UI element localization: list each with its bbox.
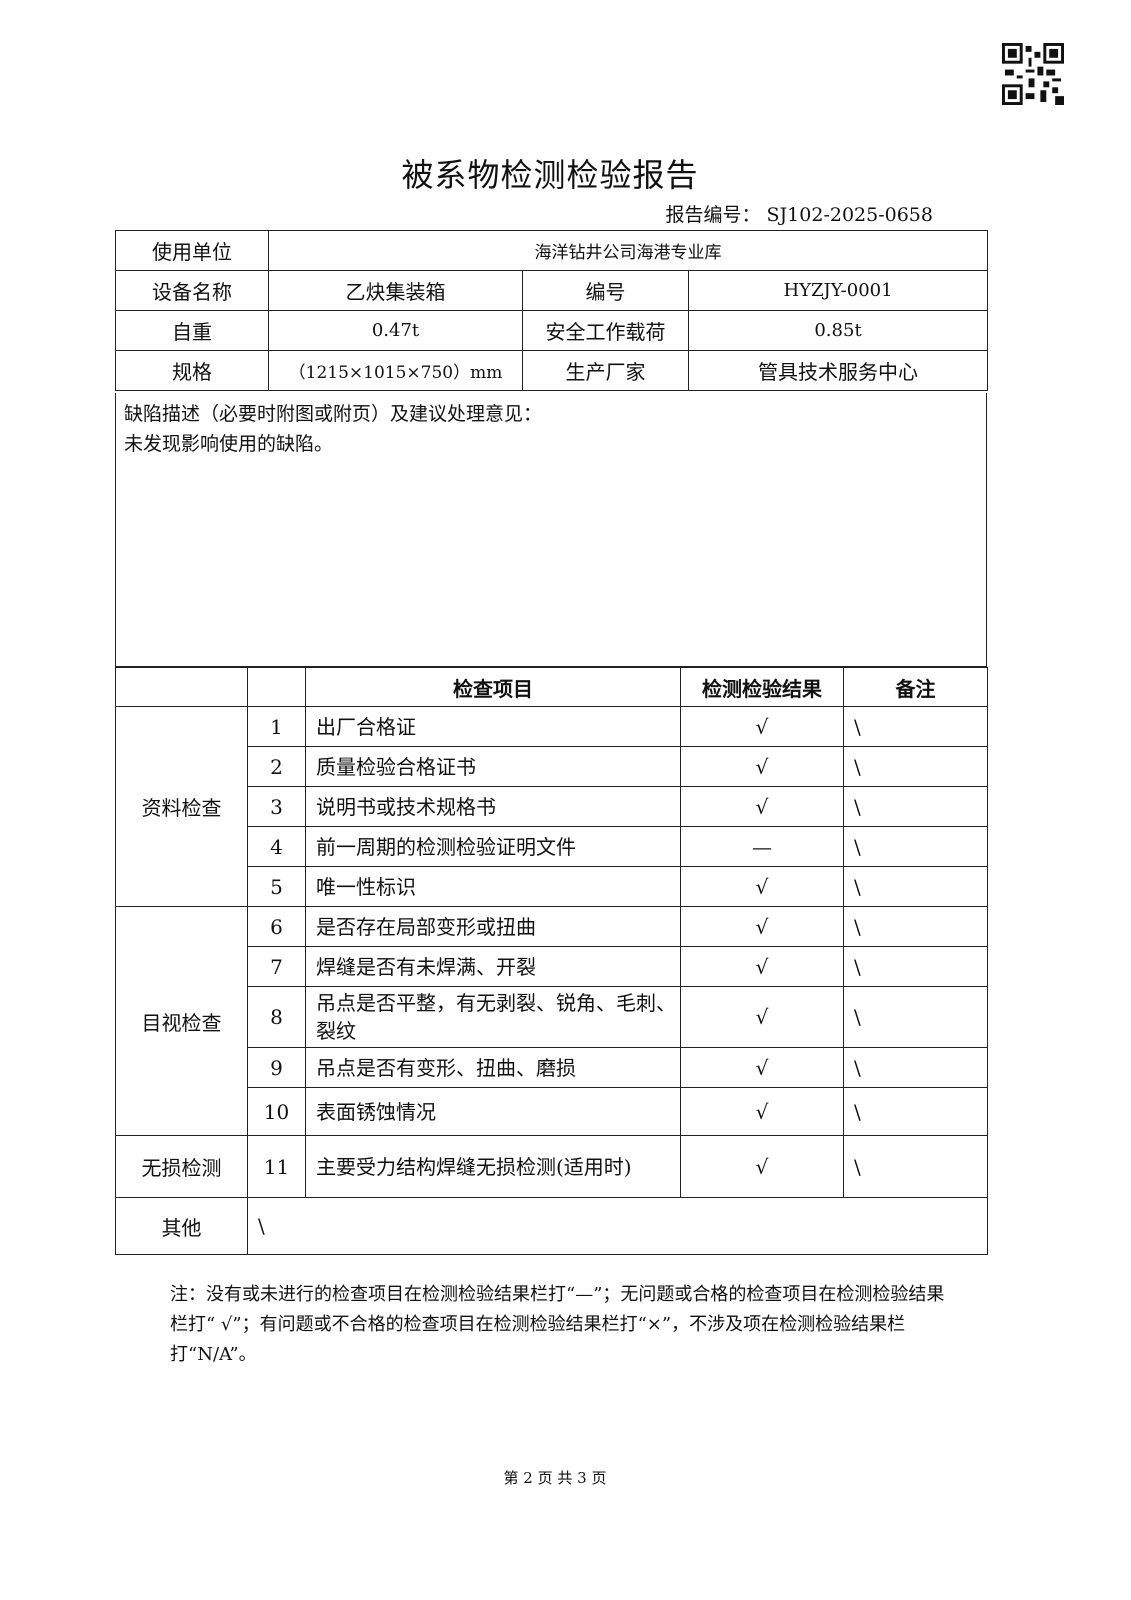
result-mark: √: [680, 1047, 844, 1088]
result-mark: √: [680, 866, 844, 907]
manufacturer-label: 生产厂家: [522, 350, 689, 391]
item-name: 前一周期的检测检验证明文件: [305, 826, 681, 867]
table-row: 5 唯一性标识 √ \: [116, 866, 988, 907]
remark: \: [843, 746, 988, 787]
remark: \: [843, 1135, 988, 1198]
equipment-name-label: 设备名称: [115, 270, 269, 311]
inspection-table: 检查项目 检测检验结果 备注 资料检查 1 出厂合格证 √ \ 2 质量检验合格证书 √ \ 3 说…: [115, 667, 988, 1255]
user-unit-value: 海洋钻井公司海港专业库: [267, 230, 989, 271]
item-name: 质量检验合格证书: [305, 746, 681, 787]
remark: \: [843, 1047, 988, 1088]
group-name: 资料检查: [115, 706, 248, 907]
item-number: 5: [247, 866, 306, 907]
item-number: 9: [247, 1047, 306, 1088]
item-number: 10: [247, 1087, 306, 1136]
swl-label: 安全工作载荷: [522, 310, 689, 351]
table-row: 2 质量检验合格证书 √ \: [116, 746, 988, 787]
table-row: 8 吊点是否平整，有无剥裂、锐角、毛刺、裂纹 √ \: [116, 986, 988, 1048]
swl-value: 0.85t: [687, 310, 989, 351]
item-number: 4: [247, 826, 306, 867]
table-row: 3 说明书或技术规格书 √ \: [116, 786, 988, 827]
group-name: 无损检测: [115, 1135, 248, 1198]
spec-label: 规格: [115, 350, 269, 391]
remark: \: [843, 906, 988, 947]
item-name: 主要受力结构焊缝无损检测(适用时): [305, 1135, 681, 1198]
item-header: 检查项目: [305, 667, 681, 707]
result-mark: √: [680, 786, 844, 827]
page-title: 被系物检测检验报告: [401, 156, 699, 194]
result-mark: √: [680, 706, 844, 747]
item-name: 唯一性标识: [305, 866, 681, 907]
result-mark: √: [680, 946, 844, 987]
item-number: 8: [247, 986, 306, 1048]
group-header-empty: [115, 667, 248, 707]
table-row: 4 前一周期的检测检验证明文件 — \: [116, 826, 988, 867]
defect-label: 缺陷描述（必要时附图或附页）及建议处理意见：: [124, 403, 543, 425]
note: 注：没有或未进行的检查项目在检测检验结果栏打“—”；无问题或合格的检查项目在检测…: [170, 1284, 945, 1365]
result-mark: √: [680, 1135, 844, 1198]
self-weight-label: 自重: [115, 310, 269, 351]
user-unit-label: 使用单位: [115, 230, 269, 271]
item-number: 2: [247, 746, 306, 787]
item-number: 6: [247, 906, 306, 947]
item-name: 表面锈蚀情况: [305, 1087, 681, 1136]
table-row: 9 吊点是否有变形、扭曲、磨损 √ \: [116, 1047, 988, 1088]
item-name: 出厂合格证: [305, 706, 681, 747]
remark-header: 备注: [843, 667, 988, 707]
page-number: 第 2 页 共 3 页: [503, 1469, 607, 1487]
remark: \: [843, 986, 988, 1048]
item-number: 11: [247, 1135, 306, 1198]
item-name: 焊缝是否有未焊满、开裂: [305, 946, 681, 987]
item-name: 吊点是否有变形、扭曲、磨损: [305, 1047, 681, 1088]
number-label: 编号: [522, 270, 689, 311]
result-mark: —: [680, 826, 844, 867]
result-mark: √: [680, 906, 844, 947]
other-label: 其他: [115, 1197, 248, 1255]
other-value: \: [247, 1197, 988, 1255]
remark: \: [843, 706, 988, 747]
result-header: 检测检验结果: [680, 667, 844, 707]
table-row: 资料检查 1 出厂合格证 √ \: [115, 706, 988, 907]
group-name: 目视检查: [115, 906, 248, 1136]
table-row: 无损检测 11 主要受力结构焊缝无损检测(适用时) √ \: [115, 1135, 988, 1198]
item-number: 1: [247, 706, 306, 747]
remark: \: [843, 786, 988, 827]
item-number: 3: [247, 786, 306, 827]
table-row: 10 表面锈蚀情况 √ \: [116, 1087, 988, 1136]
remark: \: [843, 826, 988, 867]
remark: \: [843, 1087, 988, 1136]
item-name: 吊点是否平整，有无剥裂、锐角、毛刺、裂纹: [305, 986, 681, 1048]
table-row-other: 其他 \: [115, 1197, 988, 1255]
equipment-name-value: 乙炔集装箱: [268, 270, 523, 311]
remark: \: [843, 946, 988, 987]
item-number: 7: [247, 946, 306, 987]
spec-value: （1215×1015×750）mm: [268, 350, 523, 391]
item-name: 说明书或技术规格书: [305, 786, 681, 827]
table-row: 目视检查 6 是否存在局部变形或扭曲 √ \: [115, 906, 988, 1136]
defect-text: 未发现影响使用的缺陷。: [124, 433, 334, 455]
manufacturer-value: 管具技术服务中心: [687, 350, 989, 391]
defect-section: 缺陷描述（必要时附图或附页）及建议处理意见： 未发现影响使用的缺陷。: [115, 393, 987, 667]
remark: \: [843, 866, 988, 907]
self-weight-value: 0.47t: [268, 310, 523, 351]
equipment-info-table: 使用单位 海洋钻井公司海港专业库 设备名称 乙炔集装箱 编号 HYZJY-000…: [115, 230, 989, 391]
report-number: 报告编号： SJ102-2025-0658: [665, 204, 934, 226]
result-mark: √: [680, 1087, 844, 1136]
result-mark: √: [680, 746, 844, 787]
result-mark: √: [680, 986, 844, 1048]
qr-code-icon: [1002, 43, 1064, 105]
no-header-empty: [247, 667, 306, 707]
item-name: 是否存在局部变形或扭曲: [305, 906, 681, 947]
number-value: HYZJY-0001: [687, 270, 989, 311]
